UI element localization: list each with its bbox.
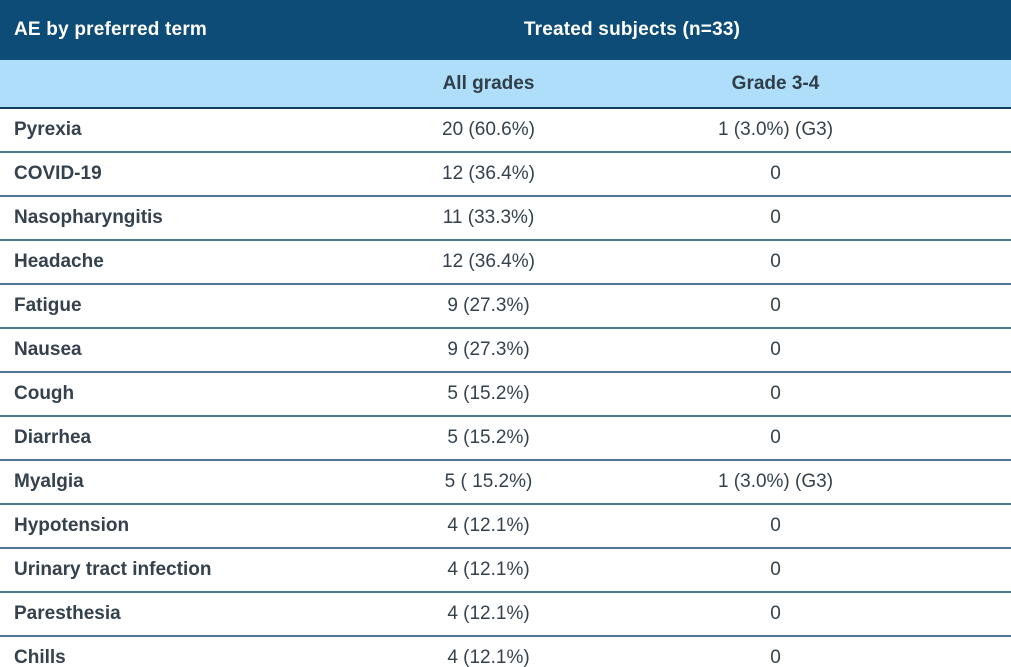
ae-term: Nasopharyngitis [0, 195, 345, 240]
column-header-treated-subjects: Treated subjects (n=33) [523, 19, 741, 40]
subheader-spacer [0, 60, 345, 109]
ae-term: Urinary tract infection [0, 547, 345, 592]
table-row: Hypotension 4 (12.1%) 0 [0, 503, 1011, 548]
table-row: Myalgia 5 ( 15.2%) 1 (3.0%) (G3) [0, 459, 1011, 504]
column-header-grade-3-4: Grade 3-4 [632, 60, 920, 109]
row-spacer [919, 503, 1011, 548]
row-spacer [919, 108, 1011, 152]
grade-3-4-value: 1 (3.0%) (G3) [632, 108, 920, 152]
all-grades-value: 4 (12.1%) [345, 591, 632, 636]
ae-term: Diarrhea [0, 415, 345, 460]
ae-term: Paresthesia [0, 591, 345, 636]
row-spacer [919, 459, 1011, 504]
grade-3-4-value: 0 [632, 371, 920, 416]
table-row: Diarrhea 5 (15.2%) 0 [0, 415, 1011, 460]
ae-term: COVID-19 [0, 151, 345, 196]
row-spacer [919, 195, 1011, 240]
table-row: COVID-19 12 (36.4%) 0 [0, 151, 1011, 196]
header-row-subcolumns: All grades Grade 3-4 [0, 60, 1011, 109]
column-header-all-grades: All grades [345, 60, 632, 109]
grade-3-4-value: 0 [632, 591, 920, 636]
all-grades-value: 9 (27.3%) [345, 283, 632, 328]
table-body: Pyrexia 20 (60.6%) 1 (3.0%) (G3) COVID-1… [0, 108, 1011, 667]
table-row: Fatigue 9 (27.3%) 0 [0, 283, 1011, 328]
ae-term: Nausea [0, 327, 345, 372]
row-spacer [919, 327, 1011, 372]
row-spacer [919, 591, 1011, 636]
all-grades-value: 20 (60.6%) [345, 108, 632, 152]
ae-term: Chills [0, 635, 345, 667]
row-spacer [919, 283, 1011, 328]
ae-term: Myalgia [0, 459, 345, 504]
row-spacer [919, 151, 1011, 196]
all-grades-value: 5 ( 15.2%) [345, 459, 632, 504]
row-spacer [919, 415, 1011, 460]
grade-3-4-value: 0 [632, 151, 920, 196]
header-spacer [919, 0, 1011, 60]
grade-3-4-value: 0 [632, 283, 920, 328]
all-grades-value: 5 (15.2%) [345, 415, 632, 460]
subheader-spacer [919, 60, 1011, 109]
all-grades-value: 9 (27.3%) [345, 327, 632, 372]
header-row-group: AE by preferred term Treated subjects (n… [0, 0, 1011, 60]
table-row: Nasopharyngitis 11 (33.3%) 0 [0, 195, 1011, 240]
all-grades-value: 4 (12.1%) [345, 547, 632, 592]
ae-term: Pyrexia [0, 108, 345, 152]
row-spacer [919, 371, 1011, 416]
table-row: Pyrexia 20 (60.6%) 1 (3.0%) (G3) [0, 108, 1011, 152]
row-spacer [919, 547, 1011, 592]
grade-3-4-value: 0 [632, 327, 920, 372]
row-spacer [919, 239, 1011, 284]
grade-3-4-value: 1 (3.0%) (G3) [632, 459, 920, 504]
table-row: Cough 5 (15.2%) 0 [0, 371, 1011, 416]
table-row: Chills 4 (12.1%) 0 [0, 635, 1011, 667]
column-header-ae-term: AE by preferred term [14, 19, 208, 40]
table-header: AE by preferred term Treated subjects (n… [0, 0, 1011, 109]
all-grades-value: 11 (33.3%) [345, 195, 632, 240]
grade-3-4-value: 0 [632, 415, 920, 460]
table-row: Nausea 9 (27.3%) 0 [0, 327, 1011, 372]
all-grades-value: 12 (36.4%) [345, 151, 632, 196]
ae-term: Fatigue [0, 283, 345, 328]
all-grades-value: 12 (36.4%) [345, 239, 632, 284]
grade-3-4-value: 0 [632, 547, 920, 592]
table-row: Headache 12 (36.4%) 0 [0, 239, 1011, 284]
grade-3-4-value: 0 [632, 503, 920, 548]
all-grades-value: 4 (12.1%) [345, 635, 632, 667]
ae-term: Hypotension [0, 503, 345, 548]
row-spacer [919, 635, 1011, 667]
all-grades-value: 4 (12.1%) [345, 503, 632, 548]
grade-3-4-value: 0 [632, 195, 920, 240]
all-grades-value: 5 (15.2%) [345, 371, 632, 416]
table-row: Paresthesia 4 (12.1%) 0 [0, 591, 1011, 636]
table-row: Urinary tract infection 4 (12.1%) 0 [0, 547, 1011, 592]
ae-term: Cough [0, 371, 345, 416]
grade-3-4-value: 0 [632, 239, 920, 284]
grade-3-4-value: 0 [632, 635, 920, 667]
ae-term: Headache [0, 239, 345, 284]
